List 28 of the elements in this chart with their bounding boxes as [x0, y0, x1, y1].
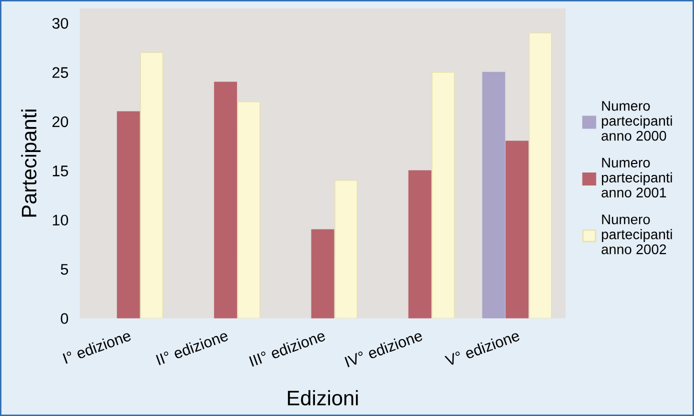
bar — [432, 72, 455, 318]
legend-label: Numero partecipanti anno 2001 — [602, 158, 672, 198]
y-axis-title: Partecipanti — [21, 110, 41, 217]
bar — [506, 140, 529, 318]
x-tick-label: IV° edizione — [344, 330, 424, 368]
bar — [311, 229, 334, 318]
y-tick-label: 30 — [52, 18, 68, 29]
x-axis-title: Edizioni — [288, 390, 358, 406]
y-tick-label: 0 — [60, 313, 68, 324]
bar — [214, 82, 238, 318]
bar — [140, 52, 164, 318]
x-tick-label: II° edizione — [156, 330, 229, 366]
y-tick-label: 5 — [60, 264, 68, 275]
y-tick-label: 25 — [52, 67, 68, 78]
legend-label: Numero partecipanti anno 2002 — [602, 214, 672, 254]
bar — [334, 180, 358, 318]
x-tick-label: III° edizione — [248, 330, 326, 367]
y-tick-label: 20 — [52, 116, 68, 128]
legend-label: Numero partecipanti anno 2000 — [602, 101, 672, 141]
bar — [528, 32, 552, 318]
bar — [482, 72, 506, 318]
x-tick-label: I° edizione — [62, 330, 132, 364]
y-tick-label: 15 — [52, 166, 68, 176]
bar — [408, 170, 432, 318]
bar — [116, 111, 140, 318]
x-tick-label: V° edizione — [444, 330, 520, 366]
y-tick-label: 10 — [52, 214, 68, 226]
bar — [237, 101, 260, 318]
